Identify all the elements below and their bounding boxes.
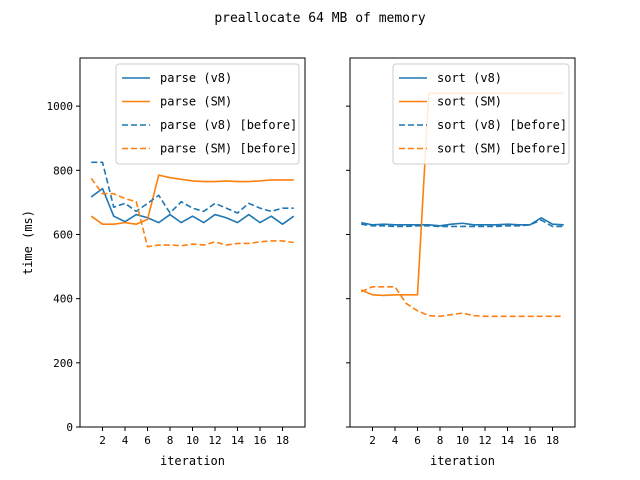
x-tick-label: 6: [414, 434, 421, 447]
x-tick-label: 18: [546, 434, 559, 447]
legend-box: [392, 63, 570, 165]
y-axis-label: time (ms): [21, 210, 35, 275]
y-tick-label: 1000: [47, 100, 74, 113]
x-tick-label: 4: [392, 434, 399, 447]
x-tick-label: 12: [208, 434, 221, 447]
legend-label: sort (SM): [437, 95, 502, 109]
series-line-1-3: [360, 285, 564, 318]
x-tick-label: 16: [523, 434, 536, 447]
y-tick-label: 600: [53, 228, 73, 241]
legend-label: parse (SM) [before]: [160, 142, 297, 156]
legend-label: parse (SM): [160, 95, 232, 109]
series-line-1-0: [361, 216, 564, 227]
legend-label: parse (v8): [160, 71, 232, 85]
x-axis-label: iteration: [430, 454, 495, 468]
x-tick-label: 10: [456, 434, 469, 447]
parse-subplot: 2 4 6 8 10 12 14 16 18 0 200 400 600 800 1000 iteration…: [21, 57, 306, 468]
x-tick-label: 18: [276, 434, 289, 447]
y-tick-label: 200: [53, 357, 73, 370]
legend: parse (v8) parse (SM) parse (v8) [before] p…: [115, 63, 300, 165]
x-axis-label: iteration: [160, 454, 225, 468]
x-tick-label: 16: [253, 434, 266, 447]
x-tick-label: 2: [369, 434, 376, 447]
x-tick-label: 14: [501, 434, 515, 447]
series-line-0-2: [91, 161, 294, 214]
y-tick-label: 800: [53, 164, 73, 177]
x-tick-label: 10: [186, 434, 199, 447]
x-tick-label: 8: [437, 434, 444, 447]
legend: sort (v8) sort (SM) sort (v8) [before] sort…: [392, 63, 570, 165]
series-line-1-2: [361, 219, 564, 228]
chart-title: preallocate 64 MB of memory: [214, 11, 425, 26]
y-tick-label: 0: [66, 421, 73, 434]
x-tick-label: 14: [231, 434, 245, 447]
series-line-0-3: [90, 177, 294, 248]
legend-label: sort (v8) [before]: [437, 118, 567, 132]
x-tick-label: 12: [478, 434, 491, 447]
legend-label: parse (v8) [before]: [160, 118, 297, 132]
legend-label: sort (SM) [before]: [437, 142, 567, 156]
y-tick-label: 400: [53, 293, 73, 306]
x-tick-label: 6: [144, 434, 151, 447]
legend-label: sort (v8): [437, 71, 502, 85]
x-tick-label: 8: [167, 434, 174, 447]
sort-subplot: 2 4 6 8 10 12 14 16 18 iteration sort (v8) sort (SM…: [346, 57, 576, 468]
series-line-0-0: [90, 187, 295, 226]
series-line-0-1: [90, 174, 294, 226]
legend-box: [115, 63, 300, 165]
x-tick-label: 4: [122, 434, 129, 447]
x-tick-label: 2: [99, 434, 106, 447]
